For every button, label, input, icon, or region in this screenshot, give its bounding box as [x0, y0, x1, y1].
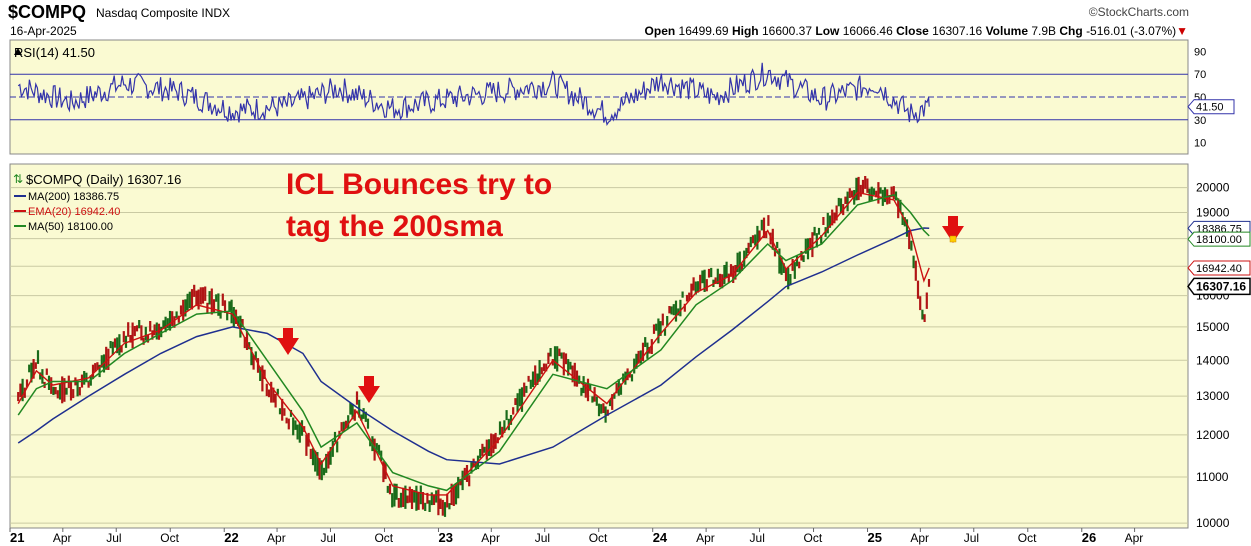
ma50-badge: 18100.00: [1187, 231, 1251, 247]
x-tick-label: 24: [653, 530, 668, 545]
rsi-tick-label: 70: [1194, 69, 1206, 81]
high-value: 16600.37: [761, 24, 813, 38]
x-tick-label: Apr: [267, 531, 286, 545]
x-tick-label: Apr: [910, 531, 929, 545]
symbol-name: Nasdaq Composite INDX: [96, 6, 231, 20]
rsi-tick-label: 10: [1194, 138, 1206, 150]
svg-text:18100.00: 18100.00: [1196, 234, 1242, 246]
svg-text:16307.16: 16307.16: [1196, 279, 1246, 293]
x-tick-label: Jul: [964, 531, 979, 545]
x-tick-label: Apr: [1125, 531, 1144, 545]
chg-label: Chg: [1059, 24, 1083, 38]
chg-value: -516.01 (-3.07%): [1086, 24, 1177, 38]
close-badge: 16307.16: [1187, 277, 1251, 296]
x-tick-label: Jul: [750, 531, 765, 545]
x-tick-label: 22: [224, 530, 238, 545]
symbol-title: $COMPQ: [8, 2, 87, 22]
rsi-grid: [10, 73, 1188, 121]
price-panel: [9, 163, 1189, 529]
x-tick-label: Oct: [160, 531, 179, 545]
x-tick-label: Oct: [1018, 531, 1037, 545]
low-label: Low: [815, 24, 840, 38]
rsi-tick-label: 90: [1194, 46, 1206, 58]
ohlc-summary: Open 16499.69 High 16600.37 Low 16066.46…: [645, 24, 1188, 38]
time-grid: [9, 528, 1136, 532]
legend-ma50: MA(50) 18100.00: [28, 221, 113, 233]
price-series: [17, 176, 931, 517]
time-axis: 21 Apr Jul Oct 22 Apr Jul Oct 23 Apr Jul Oct 24 Apr Ju…: [10, 530, 1143, 545]
open-label: Open: [644, 24, 676, 38]
rsi-line: [17, 62, 930, 127]
x-tick-label: Jul: [106, 531, 121, 545]
price-badges: 18386.75 18100.00 16942.40 16307.16: [1187, 220, 1251, 296]
x-tick-label: Oct: [804, 531, 823, 545]
open-value: 16499.69: [678, 24, 729, 38]
series-ma200: [17, 227, 930, 465]
svg-text:16942.40: 16942.40: [1196, 263, 1242, 275]
volume-value: 7.9B: [1031, 24, 1057, 38]
price-tick-label: 11000: [1196, 470, 1229, 484]
price-tick-label: 10000: [1196, 516, 1230, 530]
high-label: High: [731, 24, 759, 38]
legend-main: $COMPQ (Daily) 16307.16: [26, 172, 181, 187]
x-tick-label: 25: [868, 530, 882, 545]
x-tick-label: Apr: [53, 531, 72, 545]
x-tick-label: Apr: [481, 531, 500, 545]
price-tick-label: 13000: [1196, 389, 1230, 403]
price-tick-label: 19000: [1196, 205, 1230, 219]
volume-label: Volume: [985, 24, 1029, 38]
low-value: 16066.46: [842, 24, 893, 38]
close-value: 16307.16: [932, 24, 983, 38]
ema20-badge: 16942.40: [1187, 260, 1251, 276]
rsi-tick-label: 30: [1194, 115, 1206, 127]
x-tick-label: Apr: [696, 531, 715, 545]
annotation-line-2: tag the 200sma: [286, 210, 503, 243]
price-grid: [10, 187, 1188, 524]
x-tick-label: Oct: [374, 531, 393, 545]
candles-icon: ⇅: [13, 172, 23, 186]
x-tick-label: 23: [438, 530, 452, 545]
rsi-label: RSI(14) 41.50: [14, 45, 95, 60]
legend-ma200: MA(200) 18386.75: [28, 191, 119, 203]
x-tick-label: 26: [1082, 530, 1096, 545]
red-down-arrow-icon: [277, 328, 299, 355]
price-tick-label: 14000: [1196, 353, 1230, 367]
svg-text:41.50: 41.50: [1196, 102, 1224, 114]
x-tick-label: 21: [10, 530, 24, 545]
price-legend: ⇅ $COMPQ (Daily) 16307.16 MA(200) 18386.…: [13, 172, 181, 233]
x-tick-label: Oct: [589, 531, 608, 545]
x-tick-label: Jul: [535, 531, 550, 545]
price-tick-label: 20000: [1196, 181, 1230, 195]
price-tick-label: 15000: [1196, 320, 1230, 334]
x-tick-label: Jul: [320, 531, 335, 545]
stockcharts-credit: ©StockCharts.com: [1088, 5, 1189, 19]
red-down-arrow-icon: [942, 216, 964, 243]
legend-ema20: EMA(20) 16942.40: [28, 206, 120, 218]
red-down-arrow-icon: [358, 376, 380, 403]
chart-date: 16-Apr-2025: [10, 24, 77, 38]
series-ema20: [17, 191, 930, 496]
close-label: Close: [896, 24, 929, 38]
rsi-badge: 41.50: [1187, 99, 1235, 115]
down-arrow-icon: ▼: [1176, 24, 1188, 38]
annotation-line-1: ICL Bounces try to: [286, 168, 552, 201]
rsi-marker-icon: [14, 48, 22, 55]
series-ma50: [17, 194, 930, 492]
price-tick-label: 12000: [1196, 428, 1230, 442]
